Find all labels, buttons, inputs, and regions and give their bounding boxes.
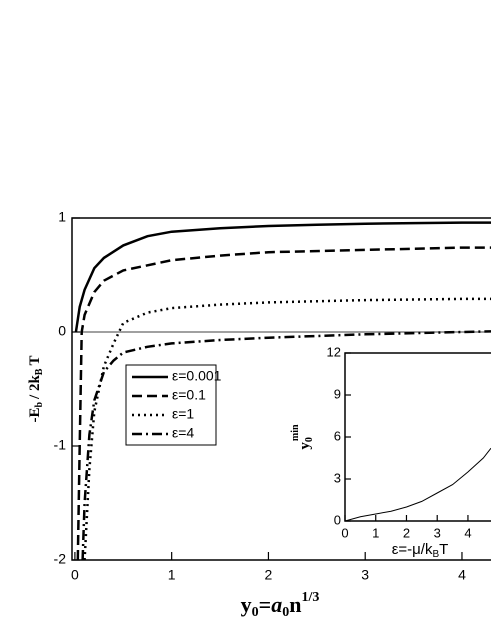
series-line [345, 447, 491, 522]
y-tick-label: 3 [334, 470, 341, 485]
label-part: n [289, 592, 301, 617]
y-axis-label: -Eb / 2kBT [27, 355, 45, 422]
legend-label: ε=0.1 [172, 387, 206, 403]
x-tick-label: 4 [464, 525, 471, 540]
label-part: a [271, 592, 282, 617]
label-part: 0 [252, 605, 259, 620]
x-tick-label: 0 [71, 567, 79, 583]
x-tick-label: 3 [434, 525, 441, 540]
x-tick-label: 3 [361, 567, 369, 583]
x-tick-label: 2 [265, 567, 273, 583]
label-part: y [241, 592, 252, 617]
y-tick-label: 6 [334, 428, 341, 443]
frame [71, 217, 491, 561]
series-line [81, 330, 491, 561]
x-tick-label: 2 [403, 525, 410, 540]
y-tick-label: 12 [327, 344, 341, 359]
inset-x-label: ε=-μ/kBT [392, 541, 449, 560]
inset-y-label: y0min [290, 424, 315, 450]
legend-label: ε=4 [172, 425, 194, 441]
label-part: min [290, 424, 301, 441]
y-tick-label: 9 [334, 386, 341, 401]
x-tick-label: 1 [372, 525, 379, 540]
label-part: T [439, 541, 448, 558]
label-part: 0 [304, 437, 315, 442]
label-part: 1/3 [301, 590, 319, 605]
label-part: / 2k [27, 375, 43, 400]
series-line [83, 297, 491, 561]
label-part: B [432, 549, 439, 560]
legend-label: ε=1 [172, 406, 194, 422]
label-part: T [27, 355, 43, 365]
series-line [74, 221, 491, 333]
label-part: -E [27, 408, 43, 423]
label-part: b [34, 402, 45, 408]
series-line [76, 246, 491, 561]
y-tick-label: -1 [54, 437, 67, 453]
inset-background [345, 353, 491, 521]
y-tick-label: 0 [58, 323, 66, 339]
label-part: ε=-μ/k [392, 541, 433, 558]
x-tick-label: 0 [341, 525, 348, 540]
x-tick-label: 4 [458, 567, 466, 583]
x-axis-label: y0=a0n1/3 [241, 590, 320, 620]
y-tick-label: 0 [334, 512, 341, 527]
legend-box [125, 364, 217, 446]
legend-label: ε=0.001 [172, 368, 222, 384]
label-part: 0 [282, 605, 289, 620]
label-part: = [259, 592, 272, 617]
y-tick-label: -2 [54, 551, 67, 567]
y-tick-label: 1 [58, 209, 66, 225]
x-tick-label: 1 [168, 567, 176, 583]
label-part: y [297, 442, 313, 450]
label-part: B [34, 368, 45, 375]
